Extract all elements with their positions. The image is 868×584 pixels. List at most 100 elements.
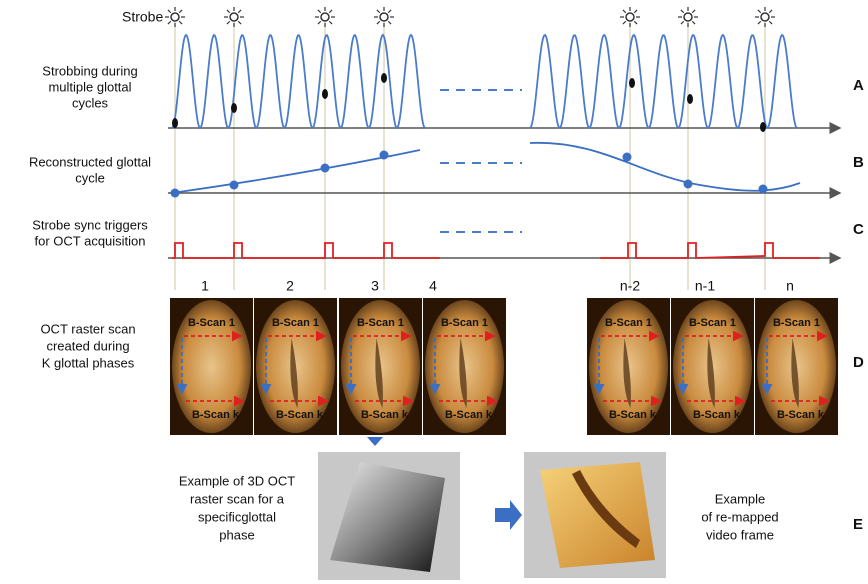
strobe-ray: [758, 21, 761, 24]
arrow: [495, 500, 522, 530]
strobe-ray: [769, 21, 772, 24]
row-label: multiple glottal: [48, 79, 131, 94]
scan-bottom: B-Scan k: [609, 409, 657, 421]
scan-top: B-Scan 1: [441, 317, 488, 329]
strobe-ray: [388, 21, 391, 24]
strobe-ray: [758, 10, 761, 13]
frame-number: 1: [201, 278, 209, 294]
example-right: of re-mapped: [701, 509, 778, 524]
example-right: Example: [715, 491, 766, 506]
phase-dot: [759, 185, 768, 194]
diagram: StrobeStrobbing duringmultiple glottalcy…: [0, 0, 868, 584]
row-label: Reconstructed glottal: [29, 154, 151, 169]
frame-number: n-2: [620, 278, 640, 294]
strobe-ray: [377, 21, 380, 24]
row-letter: C: [853, 221, 864, 238]
row-label: Strobe sync triggers: [32, 217, 148, 232]
strobe-icon: [321, 13, 329, 21]
example-left: phase: [219, 527, 254, 542]
strobe-ray: [238, 21, 241, 24]
strobe-ray: [623, 10, 626, 13]
row-label: cycle: [75, 170, 105, 185]
row-label: Strobbing during: [42, 63, 137, 78]
sample-dot: [381, 73, 387, 83]
scan-bottom: B-Scan k: [777, 409, 825, 421]
strobe-ray: [318, 10, 321, 13]
strobe-ray: [329, 21, 332, 24]
strobe-icon: [684, 13, 692, 21]
scan-bottom: B-Scan k: [693, 409, 741, 421]
row-letter: B: [853, 154, 864, 171]
phase-dot: [171, 189, 180, 198]
row-label: OCT raster scan: [40, 321, 135, 336]
strobe-ray: [634, 21, 637, 24]
pointer: [367, 437, 383, 446]
strobe-ray: [238, 10, 241, 13]
example-left: specificglottal: [198, 509, 276, 524]
trigger-signal: [172, 243, 440, 258]
strobe-icon: [761, 13, 769, 21]
strobe-ray: [681, 21, 684, 24]
scan-top: B-Scan 1: [357, 317, 404, 329]
row-label: K glottal phases: [42, 355, 135, 370]
sample-dot: [629, 78, 635, 88]
strobe-icon: [230, 13, 238, 21]
frame-number: n-1: [695, 278, 715, 294]
strobe-ray: [329, 10, 332, 13]
phase-dot: [623, 153, 632, 162]
row-label: created during: [46, 338, 129, 353]
strobe-ray: [623, 21, 626, 24]
scan-bottom: B-Scan k: [445, 409, 493, 421]
strobe-ray: [634, 10, 637, 13]
scan-top: B-Scan 1: [188, 317, 235, 329]
trigger-signal: [600, 243, 820, 258]
scan-bottom: B-Scan k: [361, 409, 409, 421]
strobe-ray: [227, 10, 230, 13]
example-right: video frame: [706, 527, 774, 542]
strobe-icon: [171, 13, 179, 21]
strobe-ray: [692, 21, 695, 24]
frame-number: 3: [371, 278, 379, 294]
scan-bottom: B-Scan k: [276, 409, 324, 421]
strobe-ray: [769, 10, 772, 13]
phase-dot: [230, 181, 239, 190]
strobe-ray: [168, 10, 171, 13]
strobe-icon: [626, 13, 634, 21]
row-label: cycles: [72, 95, 109, 110]
sample-dot: [687, 94, 693, 104]
video-surface: [540, 462, 655, 568]
scan-top: B-Scan 1: [773, 317, 820, 329]
sample-dot: [322, 89, 328, 99]
phase-dot: [684, 180, 693, 189]
strobe-ray: [681, 10, 684, 13]
strobe-ray: [168, 21, 171, 24]
glottal-wave: [172, 35, 425, 128]
scan-top: B-Scan 1: [689, 317, 736, 329]
strobe-ray: [179, 10, 182, 13]
strobe-icon: [380, 13, 388, 21]
strobe-ray: [179, 21, 182, 24]
scan-bottom: B-Scan k: [192, 409, 240, 421]
frame-number: 2: [286, 278, 294, 294]
example-left: raster scan for a: [190, 491, 285, 506]
row-letter: A: [853, 77, 864, 94]
row-label: for OCT acquisition: [34, 233, 145, 248]
sample-dot: [760, 122, 766, 132]
frame-number: 4: [429, 278, 437, 294]
strobe-ray: [227, 21, 230, 24]
strobe-ray: [692, 10, 695, 13]
scan-top: B-Scan 1: [605, 317, 652, 329]
phase-dot: [321, 164, 330, 173]
row-letter: E: [853, 516, 863, 533]
scan-top: B-Scan 1: [272, 317, 319, 329]
row-letter: D: [853, 354, 864, 371]
sample-dot: [172, 118, 178, 128]
phase-dot: [380, 151, 389, 160]
strobe-ray: [377, 10, 380, 13]
frame-number: n: [786, 278, 794, 294]
strobe-ray: [388, 10, 391, 13]
example-left: Example of 3D OCT: [179, 473, 295, 488]
glottal-wave: [530, 35, 797, 128]
reconstructed-curve: [530, 143, 800, 191]
strobe-label: Strobe: [122, 9, 163, 25]
